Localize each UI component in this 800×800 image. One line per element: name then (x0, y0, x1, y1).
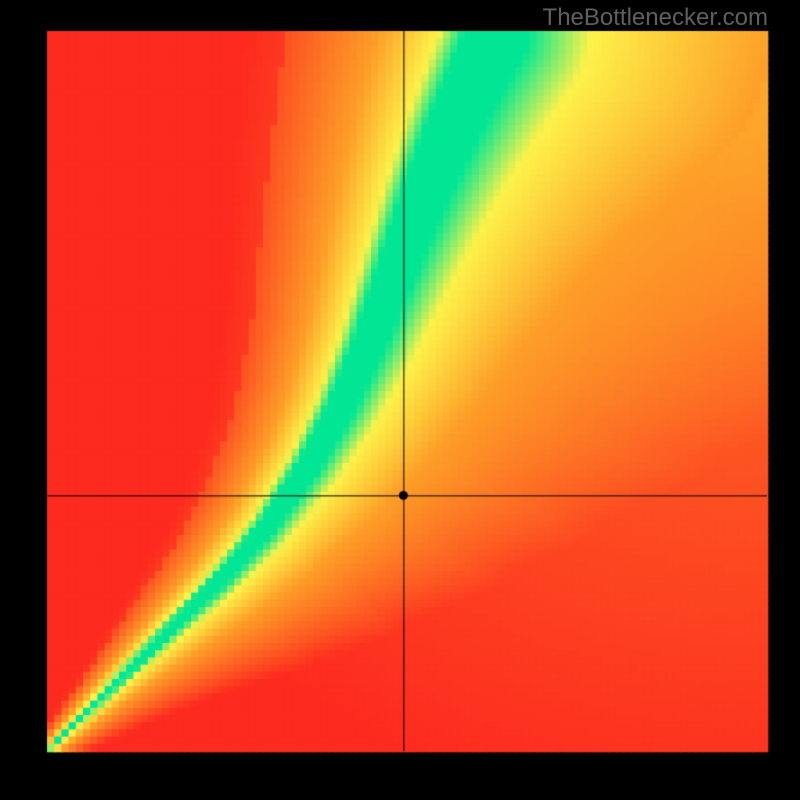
watermark-text: TheBottlenecker.com (543, 4, 768, 32)
bottleneck-heatmap (0, 0, 800, 800)
chart-container: TheBottlenecker.com (0, 0, 800, 800)
